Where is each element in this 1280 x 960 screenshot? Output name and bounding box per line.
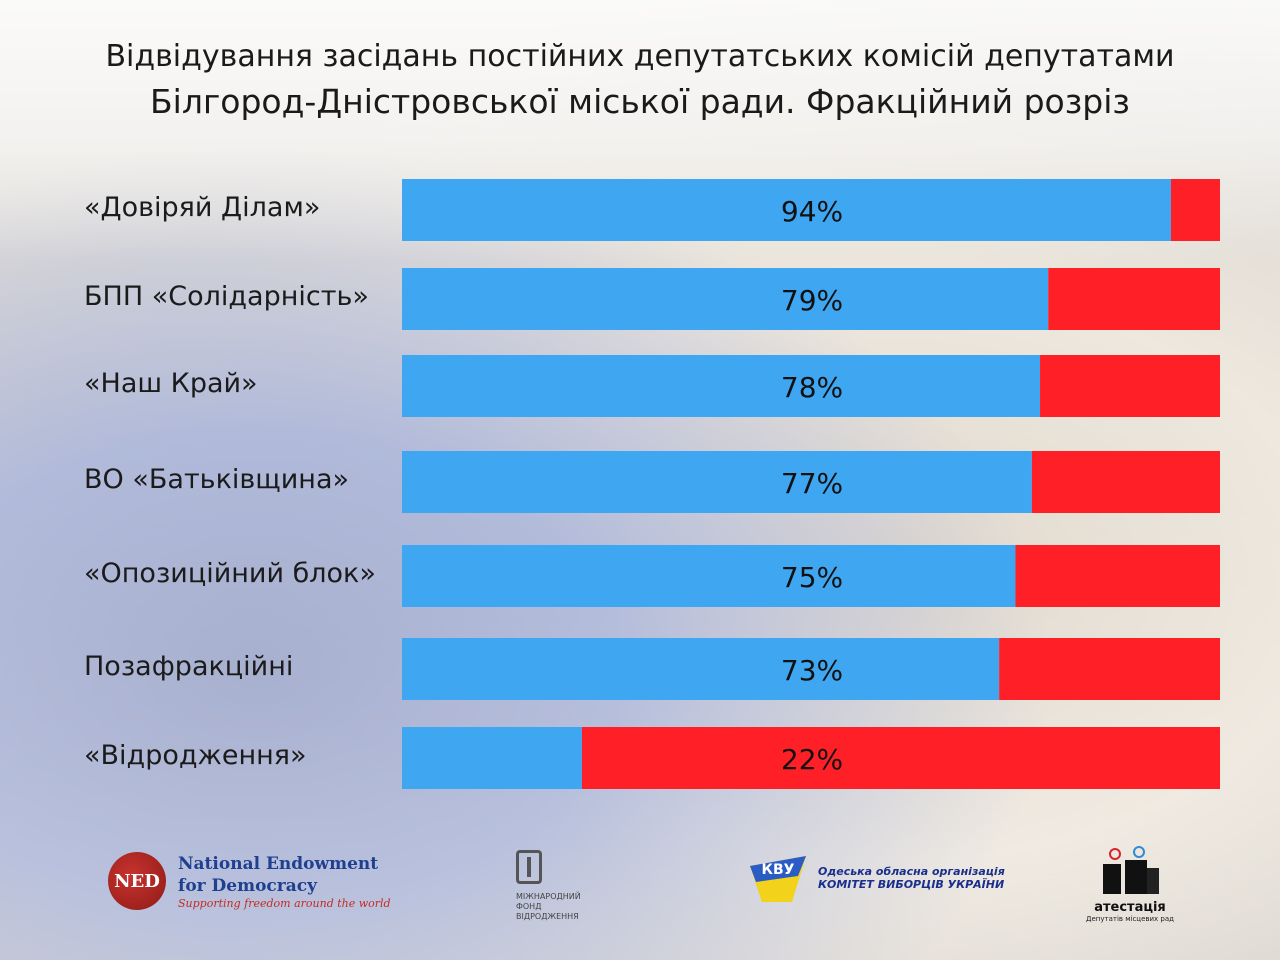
bar-value-label: 75% <box>781 561 843 594</box>
bar-missed <box>1040 355 1220 417</box>
irf-name-line-1: МІЖНАРОДНИЙ <box>516 892 581 901</box>
ned-logo: NED National Endowment for Democracy Sup… <box>108 852 391 910</box>
attestation-figures-icon <box>1103 846 1159 894</box>
attestation-logo: атестація Депутатів місцевих рад <box>1080 846 1180 923</box>
ned-tagline: Supporting freedom around the world <box>178 896 391 910</box>
cvu-name-line-1: Одеська обласна організація <box>818 865 1005 878</box>
bar-attended <box>402 179 1171 241</box>
bar-attended <box>402 545 1016 607</box>
category-label: Позафракційні <box>84 651 294 682</box>
irf-name-line-2: ФОНД <box>516 902 542 911</box>
attestation-sub: Депутатів місцевих рад <box>1086 915 1174 923</box>
ned-mark: NED <box>114 870 160 892</box>
bar-missed <box>1048 268 1220 330</box>
category-label: «Опозиційний блок» <box>84 558 376 589</box>
bar-attended <box>402 268 1049 330</box>
ned-emblem-icon: NED <box>108 852 166 910</box>
chart-title-line-2: Білгород-Дністровської міської ради. Фра… <box>150 82 1130 121</box>
bar-attended <box>402 638 1000 700</box>
cvu-name-line-2: КОМІТЕТ ВИБОРЦІВ УКРАЇНИ <box>818 878 1005 891</box>
irf-logo: МІЖНАРОДНИЙ ФОНД ВІДРОДЖЕННЯ <box>516 850 581 922</box>
bar-missed <box>1015 545 1220 607</box>
bar-missed <box>1170 179 1220 241</box>
category-label: «Довіряй Ділам» <box>84 192 321 223</box>
bar-missed <box>1031 451 1220 513</box>
bar-attended <box>402 727 582 789</box>
cvu-mark: КВУ <box>762 862 795 878</box>
ned-name-line-1: National Endowment <box>178 853 379 874</box>
bar-value-label: 78% <box>781 371 843 404</box>
category-label: «Відродження» <box>84 740 307 771</box>
chart-title-line-1: Відвідування засідань постійних депутатс… <box>105 39 1175 74</box>
bar-value-label: 22% <box>781 743 843 776</box>
ned-name-line-2: for Democracy <box>178 875 317 896</box>
bar-value-label: 73% <box>781 654 843 687</box>
bar-value-label: 79% <box>781 284 843 317</box>
cvu-logo: КВУ Одеська обласна організація КОМІТЕТ … <box>748 852 1005 904</box>
bar-attended <box>402 451 1032 513</box>
bar-missed <box>581 727 1220 789</box>
bar-value-label: 94% <box>781 195 843 228</box>
bar-attended <box>402 355 1041 417</box>
cvu-emblem-icon: КВУ <box>750 856 806 902</box>
bar-missed <box>999 638 1220 700</box>
irf-name-line-3: ВІДРОДЖЕННЯ <box>516 912 579 921</box>
attestation-name: атестація <box>1094 900 1166 915</box>
category-label: БПП «Солідарність» <box>84 281 369 312</box>
irf-emblem-icon <box>516 850 542 884</box>
bar-value-label: 77% <box>781 467 843 500</box>
category-label: ВО «Батьківщина» <box>84 464 350 495</box>
chart-title: Відвідування засідань постійних депутатс… <box>0 36 1280 126</box>
category-label: «Наш Край» <box>84 368 258 399</box>
